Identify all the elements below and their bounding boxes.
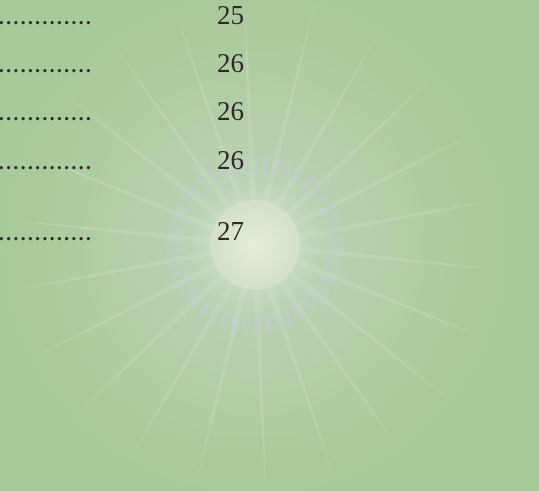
- page-number: 26: [217, 145, 244, 175]
- dot-leader: .............: [0, 48, 92, 78]
- page-number: 26: [217, 48, 244, 78]
- page-number: 27: [217, 216, 244, 246]
- dot-leader: .............: [0, 216, 92, 246]
- dot-leader: .............: [0, 145, 92, 175]
- page-number: 25: [217, 0, 244, 30]
- page-number: 26: [217, 96, 244, 126]
- dot-leader: .............: [0, 96, 92, 126]
- toc-entry: ............. 27: [0, 216, 539, 246]
- toc-entry: ............. 26: [0, 145, 539, 175]
- page: ............. 25............. 26..........…: [0, 0, 539, 491]
- toc-entry: ............. 26: [0, 48, 539, 78]
- toc-entry: ............. 25: [0, 0, 539, 30]
- dot-leader: .............: [0, 0, 92, 30]
- toc-entry: ............. 26: [0, 96, 539, 126]
